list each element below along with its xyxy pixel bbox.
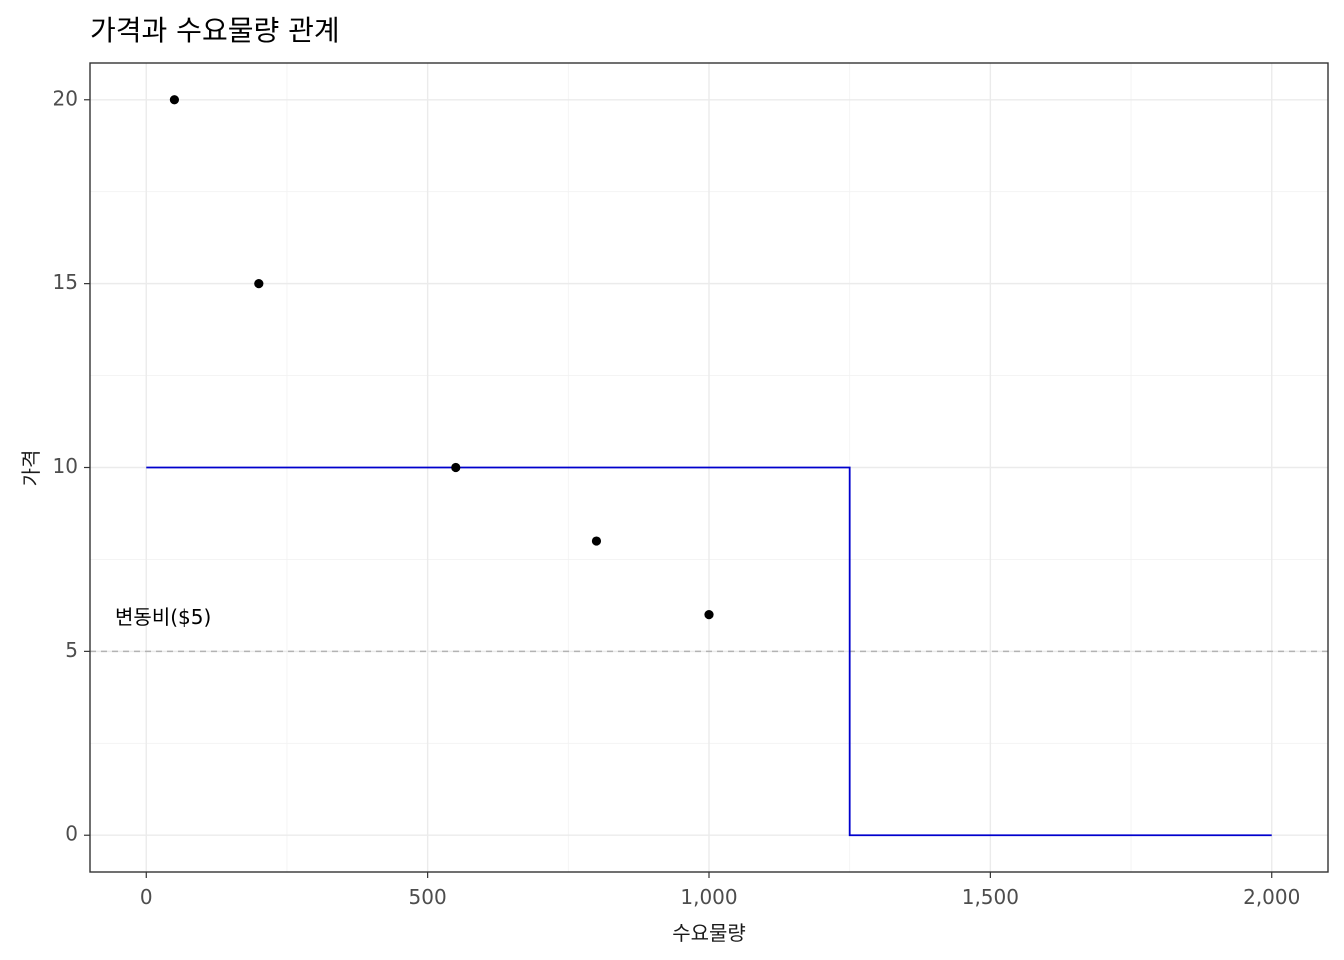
- y-tick-label: 5: [65, 638, 78, 662]
- x-tick-label: 2,000: [1243, 885, 1300, 909]
- data-point: [704, 610, 713, 619]
- x-tick-label: 1,000: [680, 885, 737, 909]
- data-point: [170, 95, 179, 104]
- y-tick-label: 10: [53, 454, 78, 478]
- data-point: [254, 279, 263, 288]
- chart-title: 가격과 수요물량 관계: [90, 14, 340, 47]
- y-tick-label: 0: [65, 822, 78, 846]
- data-point: [592, 536, 601, 545]
- y-axis: 0 5 10 15 20: [53, 86, 90, 845]
- y-tick-label: 20: [53, 86, 78, 110]
- x-tick-label: 1,500: [962, 885, 1019, 909]
- y-tick-label: 15: [53, 270, 78, 294]
- data-point: [451, 463, 460, 472]
- data-points: [170, 95, 714, 619]
- annotation-group: 변동비($5): [115, 605, 211, 629]
- x-axis-title: 수요물량: [672, 921, 746, 945]
- x-tick-label: 0: [140, 885, 153, 909]
- variable-cost-annotation: 변동비($5): [115, 605, 211, 629]
- x-axis: 0 500 1,000 1,500 2,000: [140, 872, 1300, 909]
- y-axis-title: 가격: [19, 450, 43, 487]
- x-tick-label: 500: [409, 885, 447, 909]
